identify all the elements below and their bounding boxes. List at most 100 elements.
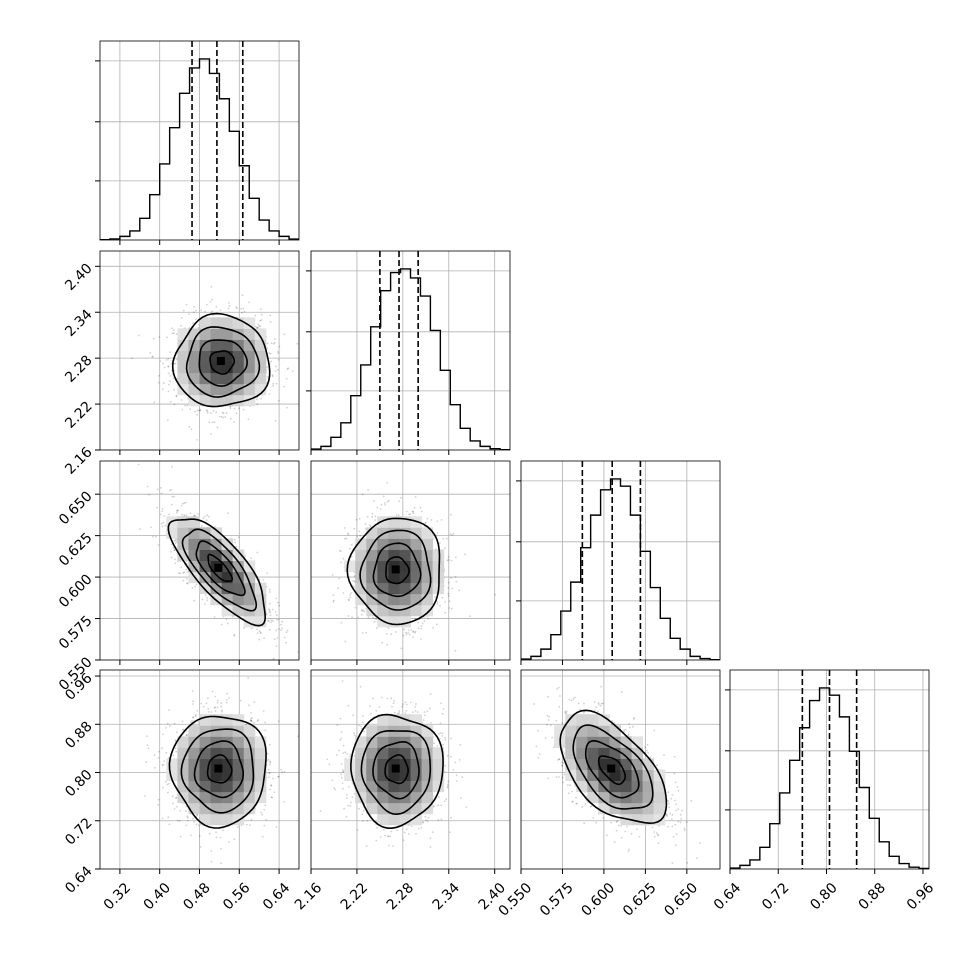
sample-point bbox=[347, 533, 350, 536]
sample-point bbox=[426, 517, 429, 520]
sample-point bbox=[169, 380, 171, 383]
density-cell bbox=[188, 361, 200, 374]
sample-point bbox=[386, 643, 389, 646]
density-cell bbox=[199, 350, 212, 363]
sample-point bbox=[146, 485, 149, 488]
sample-point bbox=[180, 324, 182, 327]
density-cell bbox=[388, 571, 400, 584]
sample-point bbox=[227, 307, 230, 310]
density-cell bbox=[388, 582, 400, 595]
sample-point bbox=[225, 618, 228, 621]
sample-point bbox=[412, 630, 415, 633]
sample-point bbox=[269, 772, 271, 774]
sample-point bbox=[222, 416, 225, 419]
sample-point bbox=[191, 690, 194, 692]
sample-point bbox=[248, 301, 251, 304]
density-cell bbox=[366, 549, 378, 561]
density-cell bbox=[199, 538, 212, 550]
sample-point bbox=[407, 632, 409, 634]
sample-point bbox=[258, 578, 261, 581]
sample-point bbox=[213, 421, 216, 424]
sample-point bbox=[454, 556, 457, 559]
sample-point bbox=[185, 734, 188, 736]
density-panel bbox=[95, 669, 300, 874]
sample-point bbox=[441, 596, 444, 599]
sample-point bbox=[183, 514, 186, 517]
sample-point bbox=[398, 500, 400, 503]
sample-point bbox=[359, 534, 362, 537]
sample-point bbox=[229, 417, 232, 420]
density-cell bbox=[188, 383, 200, 396]
sample-point bbox=[199, 409, 202, 412]
sample-point bbox=[242, 408, 245, 411]
sample-point bbox=[131, 357, 134, 360]
sample-point bbox=[436, 532, 439, 534]
sample-point bbox=[161, 510, 164, 513]
histogram-step bbox=[100, 58, 299, 240]
sample-point bbox=[376, 506, 379, 509]
sample-point bbox=[151, 355, 154, 358]
sample-point bbox=[207, 453, 209, 455]
sample-point bbox=[364, 527, 367, 530]
density-cell bbox=[177, 549, 189, 561]
sample-point bbox=[269, 611, 272, 614]
sample-point bbox=[160, 492, 163, 495]
sample-point bbox=[261, 813, 263, 816]
sample-point bbox=[171, 327, 174, 330]
sample-point bbox=[344, 640, 347, 643]
sample-point bbox=[160, 522, 163, 525]
density-cell bbox=[388, 527, 400, 539]
density-cell bbox=[421, 593, 434, 606]
density-cell bbox=[221, 394, 234, 407]
sample-point bbox=[233, 407, 236, 410]
sample-point bbox=[155, 535, 157, 538]
sample-point bbox=[170, 503, 173, 506]
sample-point bbox=[256, 720, 259, 723]
sample-point bbox=[272, 385, 274, 387]
density-cell bbox=[254, 593, 267, 606]
sample-point bbox=[211, 421, 214, 424]
sample-point bbox=[274, 338, 276, 340]
sample-point bbox=[373, 620, 376, 623]
sample-point bbox=[196, 814, 199, 816]
sample-point bbox=[277, 601, 280, 604]
sample-point bbox=[375, 617, 378, 620]
sample-point bbox=[285, 377, 288, 380]
density-cell bbox=[366, 571, 378, 584]
sample-point bbox=[153, 401, 156, 403]
sample-point bbox=[447, 595, 450, 597]
sample-point bbox=[455, 580, 458, 583]
sample-point bbox=[357, 616, 360, 619]
sample-point bbox=[171, 465, 174, 468]
sample-point bbox=[384, 502, 386, 504]
sample-point bbox=[272, 382, 275, 385]
sample-point bbox=[263, 637, 265, 639]
sample-point bbox=[265, 613, 268, 616]
sample-point bbox=[277, 618, 280, 621]
density-cell bbox=[243, 372, 256, 385]
sample-point bbox=[168, 709, 171, 711]
sample-point bbox=[274, 370, 277, 372]
contour-line bbox=[171, 312, 271, 408]
density-cell bbox=[410, 571, 423, 584]
density-cell bbox=[221, 328, 234, 340]
density-cell bbox=[210, 571, 223, 584]
sample-point bbox=[206, 599, 209, 602]
sample-point bbox=[452, 532, 455, 535]
sample-point bbox=[222, 412, 225, 415]
density-cell bbox=[232, 317, 245, 329]
sample-point bbox=[446, 559, 449, 562]
sample-point bbox=[413, 631, 416, 634]
sample-point bbox=[354, 606, 357, 609]
density-cell bbox=[188, 328, 200, 340]
sample-point bbox=[361, 632, 364, 634]
density-cell bbox=[210, 527, 223, 539]
sample-point bbox=[175, 333, 178, 336]
density-cell bbox=[232, 394, 245, 407]
sample-point bbox=[405, 510, 408, 513]
sample-point bbox=[272, 657, 275, 660]
sample-point bbox=[194, 410, 197, 413]
contour-line bbox=[195, 540, 246, 597]
sample-point bbox=[280, 623, 282, 626]
sample-point bbox=[214, 710, 217, 712]
